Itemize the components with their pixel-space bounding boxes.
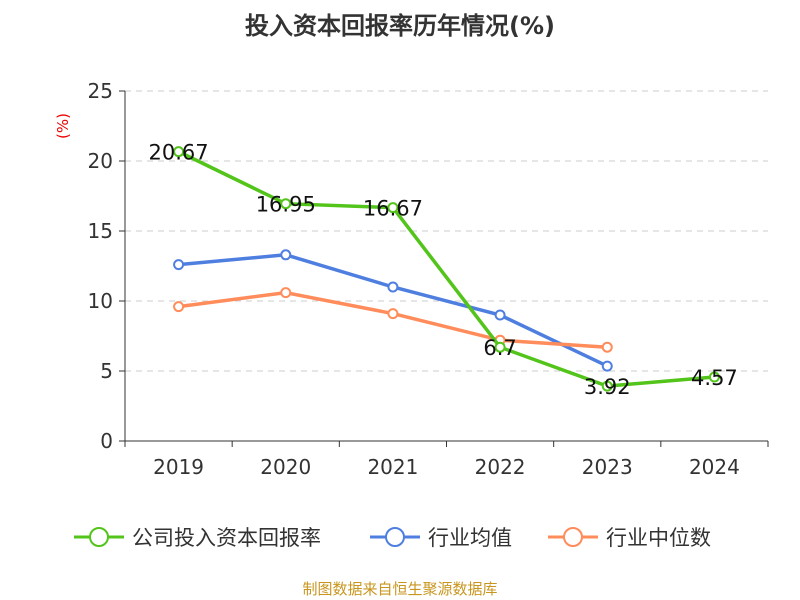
data-label: 3.92 bbox=[584, 375, 631, 399]
data-point bbox=[173, 146, 185, 158]
legend-item-0[interactable]: 公司投入资本回报率 bbox=[74, 526, 321, 550]
legend-item-1[interactable]: 行业均值 bbox=[370, 526, 512, 550]
y-tick-label: 0 bbox=[100, 429, 113, 453]
data-label: 6.7 bbox=[483, 336, 516, 360]
data-point bbox=[387, 281, 399, 293]
legend-label: 公司投入资本回报率 bbox=[132, 526, 321, 550]
data-point bbox=[601, 360, 613, 372]
x-tick-label: 2023 bbox=[582, 455, 633, 479]
data-point bbox=[601, 341, 613, 353]
data-point bbox=[601, 380, 613, 392]
data-point bbox=[387, 308, 399, 320]
source-note: 制图数据来自恒生聚源数据库 bbox=[302, 580, 498, 598]
legend-label: 行业均值 bbox=[428, 526, 512, 550]
data-point bbox=[708, 371, 720, 383]
data-point bbox=[173, 259, 185, 271]
x-tick-label: 2022 bbox=[475, 455, 526, 479]
data-point bbox=[494, 341, 506, 353]
y-tick-label: 15 bbox=[88, 219, 113, 243]
y-tick-label: 10 bbox=[88, 289, 113, 313]
legend-label: 行业中位数 bbox=[606, 526, 711, 550]
data-point bbox=[280, 198, 292, 210]
data-label: 16.95 bbox=[256, 193, 316, 217]
legend-marker bbox=[89, 527, 109, 547]
y-tick-label: 25 bbox=[88, 79, 113, 103]
legend-marker bbox=[385, 527, 405, 547]
y-axis-label: (%) bbox=[54, 113, 72, 139]
x-tick-label: 2020 bbox=[260, 455, 311, 479]
y-tick-label: 20 bbox=[88, 149, 113, 173]
x-tick-label: 2019 bbox=[153, 455, 204, 479]
series-line bbox=[177, 150, 715, 388]
chart-title: 投入资本回报率历年情况(%) bbox=[245, 12, 555, 40]
legend-marker bbox=[563, 527, 583, 547]
data-point bbox=[387, 202, 399, 214]
y-tick-label: 5 bbox=[100, 359, 113, 383]
data-point bbox=[280, 287, 292, 299]
data-point bbox=[494, 309, 506, 321]
data-point bbox=[173, 301, 185, 313]
data-label: 20.67 bbox=[149, 141, 209, 165]
data-label: 4.57 bbox=[691, 366, 738, 390]
legend-item-2[interactable]: 行业中位数 bbox=[548, 526, 711, 550]
data-point bbox=[280, 249, 292, 261]
x-tick-label: 2024 bbox=[689, 455, 740, 479]
x-tick-label: 2021 bbox=[367, 455, 418, 479]
data-label: 16.67 bbox=[363, 197, 423, 221]
